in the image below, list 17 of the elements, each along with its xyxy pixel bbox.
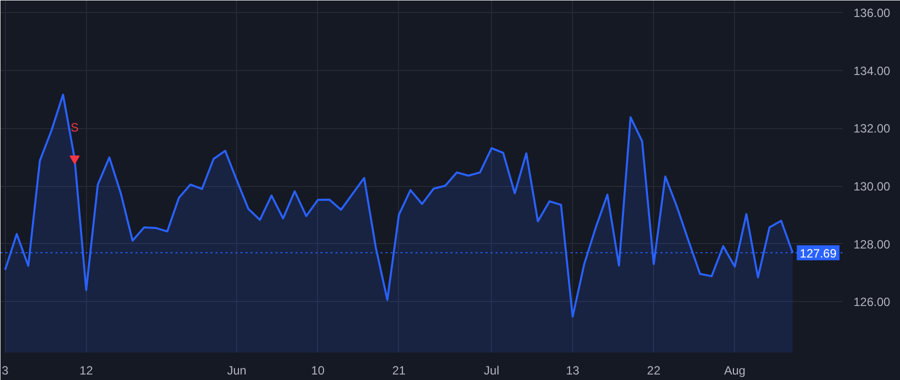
y-tick-label: 134.00 — [854, 64, 891, 78]
x-tick-label: 12 — [80, 364, 94, 378]
y-tick-label: 126.00 — [854, 295, 891, 310]
x-tick-label: 21 — [392, 364, 406, 378]
x-tick-label: 13 — [566, 364, 580, 378]
x-tick-label: Jun — [227, 364, 246, 378]
y-tick-label: 130.00 — [854, 180, 891, 194]
annotation: S — [70, 120, 79, 135]
y-tick-label: 136.00 — [854, 6, 891, 20]
x-tick-label: 3 — [2, 364, 9, 378]
x-tick-label: 10 — [311, 364, 325, 378]
x-tick-label: 22 — [647, 364, 661, 378]
y-tick-label: 132.00 — [854, 122, 891, 136]
x-tick-label: Jul — [484, 364, 500, 378]
x-tick-label: Aug — [724, 364, 746, 378]
y-tick-label: 128.00 — [854, 237, 891, 252]
ref-line-label: 127.69 — [800, 246, 837, 260]
